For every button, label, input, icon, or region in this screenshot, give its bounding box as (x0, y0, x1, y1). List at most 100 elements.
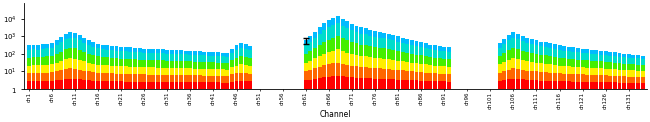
Bar (327, 20, 331, 27)
Bar (36, 50, 40, 57)
Bar (244, 73, 248, 81)
Bar (544, 55, 548, 64)
Bar (391, 40, 395, 50)
Bar (391, 60, 395, 70)
Bar (406, 39, 410, 44)
Bar (419, 64, 423, 72)
Bar (50, 56, 54, 64)
Bar (350, 42, 354, 54)
Bar (521, 36, 525, 41)
Bar (641, 65, 645, 71)
Bar (424, 56, 428, 64)
Bar (364, 67, 368, 78)
Bar (327, 52, 331, 64)
Bar (631, 55, 635, 58)
Bar (179, 50, 183, 54)
Bar (336, 16, 340, 23)
Bar (202, 55, 206, 62)
Bar (549, 56, 552, 64)
Bar (424, 64, 428, 73)
Bar (105, 65, 109, 73)
Bar (332, 38, 335, 51)
Bar (627, 54, 630, 58)
Bar (627, 83, 630, 89)
Bar (396, 70, 400, 80)
Bar (114, 58, 118, 66)
Bar (50, 64, 54, 72)
Bar (119, 47, 123, 51)
Bar (211, 52, 215, 56)
Bar (105, 81, 109, 89)
Bar (202, 76, 206, 82)
Bar (539, 72, 543, 81)
Bar (502, 53, 506, 62)
Bar (369, 68, 372, 78)
Bar (46, 44, 49, 48)
Bar (595, 82, 599, 89)
Bar (221, 53, 225, 56)
Bar (36, 81, 40, 89)
Bar (73, 59, 77, 69)
Bar (239, 43, 243, 48)
Bar (608, 62, 612, 69)
Bar (442, 47, 446, 51)
Bar (567, 59, 571, 66)
Bar (391, 79, 395, 89)
Bar (336, 76, 340, 89)
Bar (202, 69, 206, 76)
Bar (175, 82, 179, 89)
Bar (373, 68, 377, 79)
Bar (512, 68, 515, 79)
Bar (553, 65, 557, 73)
Bar (562, 46, 566, 51)
Bar (248, 58, 252, 66)
Bar (580, 49, 584, 53)
Bar (221, 69, 225, 76)
Bar (327, 27, 331, 40)
Bar (507, 50, 511, 60)
Bar (193, 62, 197, 69)
Bar (188, 55, 192, 61)
Bar (179, 82, 183, 89)
Bar (244, 44, 248, 49)
Bar (83, 52, 86, 61)
Bar (87, 71, 91, 80)
Bar (308, 36, 312, 42)
Bar (211, 56, 215, 62)
Bar (170, 75, 174, 82)
Bar (27, 73, 31, 81)
Bar (341, 64, 344, 76)
Bar (87, 54, 91, 63)
Bar (580, 74, 584, 82)
Bar (604, 82, 608, 89)
Bar (170, 50, 174, 54)
Bar (198, 69, 202, 76)
Bar (613, 82, 617, 89)
Bar (396, 51, 400, 61)
Bar (442, 51, 446, 59)
Bar (530, 80, 534, 89)
Bar (165, 50, 169, 54)
Bar (165, 61, 169, 68)
Bar (350, 54, 354, 66)
Bar (96, 48, 100, 56)
Bar (553, 44, 557, 49)
Bar (571, 59, 575, 67)
Bar (151, 75, 155, 82)
Bar (313, 58, 317, 68)
Bar (502, 62, 506, 71)
Bar (216, 63, 220, 69)
Bar (618, 76, 621, 83)
Bar (442, 66, 446, 74)
Bar (415, 55, 419, 63)
Bar (534, 54, 538, 63)
Bar (188, 51, 192, 55)
Bar (341, 38, 344, 51)
Bar (156, 75, 160, 82)
Bar (378, 79, 382, 89)
Bar (562, 74, 566, 81)
Bar (170, 68, 174, 75)
Bar (345, 21, 349, 28)
Bar (138, 52, 142, 60)
Bar (521, 79, 525, 89)
